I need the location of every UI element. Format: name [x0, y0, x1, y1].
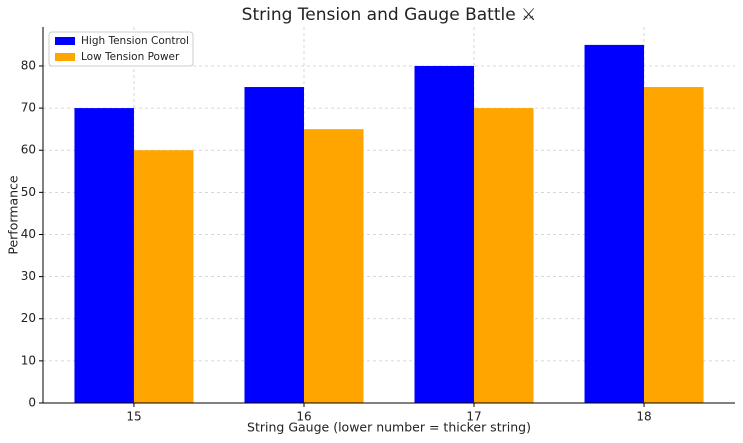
bar — [303, 129, 364, 403]
bar — [414, 65, 475, 404]
legend-box — [48, 31, 194, 67]
y-tick-label: 10 — [21, 353, 36, 367]
legend-swatch — [55, 37, 75, 45]
bar — [474, 108, 534, 404]
legend-label: High Tension Control — [81, 35, 189, 47]
x-tick-label: 17 — [466, 410, 481, 424]
legend-label: Low Tension Power — [81, 51, 180, 63]
y-tick-label: 80 — [21, 58, 36, 72]
x-tick-label: 18 — [636, 410, 651, 424]
bar — [584, 44, 645, 404]
bar — [644, 87, 704, 403]
y-tick-label: 40 — [21, 227, 36, 241]
y-tick-label: 50 — [21, 185, 36, 199]
y-tick-label: 30 — [21, 269, 36, 283]
bar — [244, 87, 304, 403]
y-axis-label: Performance — [6, 175, 21, 255]
legend-swatch — [55, 53, 75, 61]
x-axis-label: String Gauge (lower number = thicker str… — [247, 420, 531, 435]
x-tick-label: 15 — [126, 410, 141, 424]
bar — [74, 108, 134, 404]
y-tick-label: 70 — [21, 101, 36, 115]
y-tick-label: 0 — [28, 396, 36, 410]
x-tick-label: 16 — [296, 410, 311, 424]
y-tick-label: 60 — [21, 143, 36, 157]
y-tick-label: 20 — [21, 311, 36, 325]
legend: High Tension Control Low Tension Power — [48, 31, 194, 67]
chart-title: String Tension and Gauge Battle ⚔ — [242, 5, 537, 25]
bar — [133, 150, 194, 403]
